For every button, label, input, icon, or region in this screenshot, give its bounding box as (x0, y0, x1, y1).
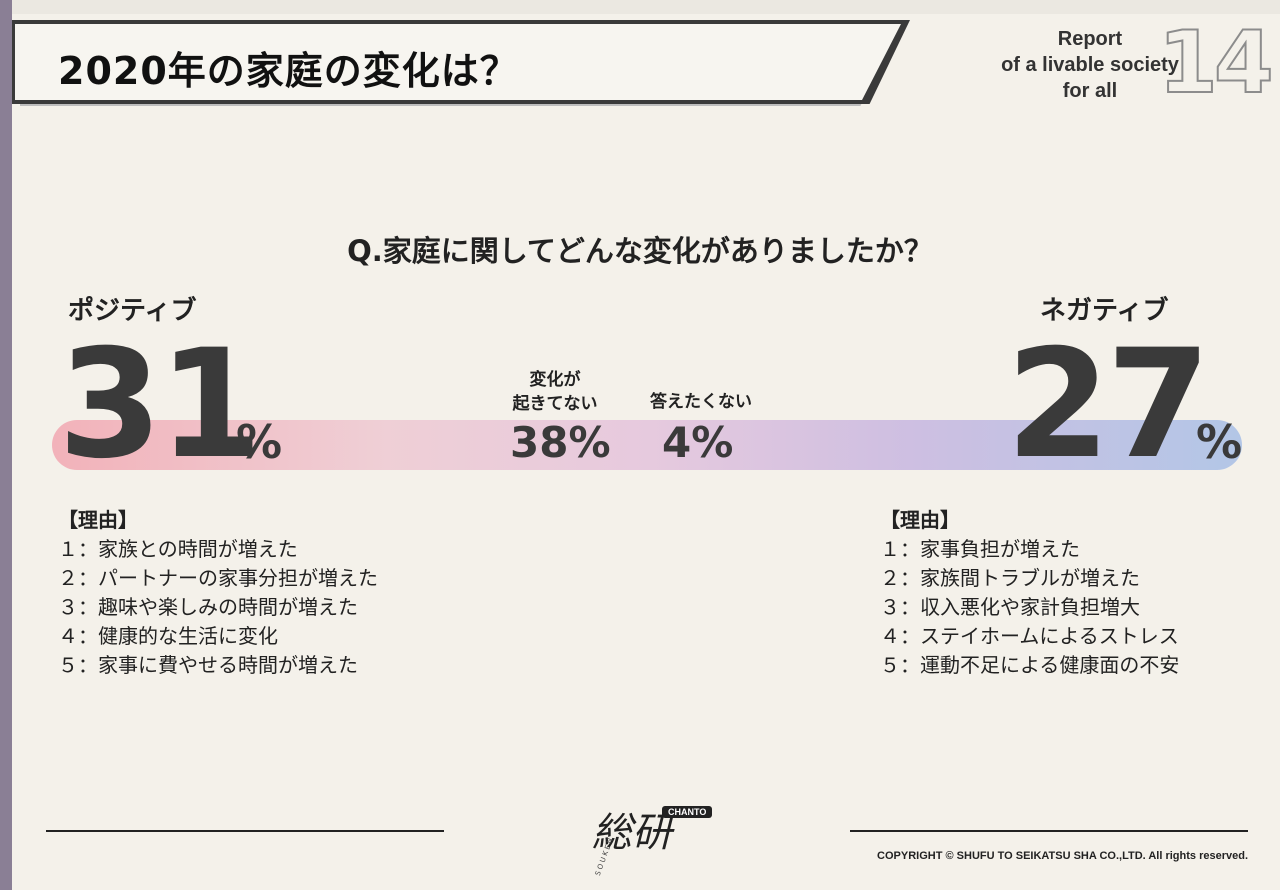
positive-reasons-heading: 【理由】 (58, 508, 138, 532)
negative-label: ネガティブ (1040, 296, 1169, 326)
gradient-bar (52, 420, 1242, 470)
no-answer-percent: 4% (662, 418, 734, 467)
title-banner (15, 24, 901, 100)
report-line-3: for all (1062, 80, 1118, 102)
page-title: 2020年の家庭の変化は？ (58, 49, 519, 93)
report-caption: Report of a livable society for all (980, 26, 1200, 104)
negative-reason-item: ２：家族間トラブルが増えた (880, 566, 1140, 590)
positive-reason-item: ２：パートナーの家事分担が増えた (58, 566, 378, 590)
positive-reasons: 【理由】 １：家族との時間が増えた ２：パートナーの家事分担が増えた ３：趣味や… (58, 506, 378, 680)
positive-reason-item: ３：趣味や楽しみの時間が増えた (58, 595, 358, 619)
positive-percent: 31 (58, 318, 263, 492)
positive-percent-unit: % (236, 415, 283, 469)
negative-percent-unit: % (1196, 415, 1243, 469)
survey-question: Q.家庭に関してどんな変化がありましたか？ (347, 234, 933, 268)
negative-reasons-heading: 【理由】 (880, 508, 960, 532)
no-change-caption-line-2: 起きてない (512, 394, 598, 414)
negative-reasons: 【理由】 １：家事負担が増えた ２：家族間トラブルが増えた ３：収入悪化や家計負… (880, 506, 1179, 680)
no-change-caption: 変化が 起きてない (500, 368, 610, 416)
footer-divider-left (46, 830, 444, 832)
positive-reason-item: ５：家事に費やせる時間が増えた (58, 653, 358, 677)
footer-divider-right (850, 830, 1248, 832)
copyright-notice: COPYRIGHT © SHUFU TO SEIKATSU SHA CO.,LT… (877, 850, 1248, 862)
negative-reason-item: ３：収入悪化や家計負担増大 (880, 595, 1140, 619)
negative-reason-item: １：家事負担が増えた (880, 537, 1080, 561)
top-band (12, 0, 1280, 14)
negative-percent: 27 (1006, 318, 1211, 492)
souken-logo: 総研 (592, 810, 672, 856)
report-line-1: Report (1057, 28, 1123, 50)
left-accent-strip (0, 0, 12, 890)
negative-reason-item: ４：ステイホームによるストレス (880, 624, 1179, 648)
no-change-percent: 38% (510, 418, 611, 467)
positive-reason-item: ４：健康的な生活に変化 (58, 624, 278, 648)
report-line-2: of a livable society (1001, 54, 1179, 76)
positive-reason-item: １：家族との時間が増えた (58, 537, 298, 561)
no-answer-caption: 答えたくない (650, 392, 752, 412)
no-change-caption-line-1: 変化が (529, 370, 581, 390)
positive-label: ポジティブ (68, 296, 197, 326)
page-number: 14 (1157, 13, 1275, 113)
chanto-badge: CHANTO (662, 806, 713, 818)
negative-reason-item: ５：運動不足による健康面の不安 (880, 653, 1180, 677)
